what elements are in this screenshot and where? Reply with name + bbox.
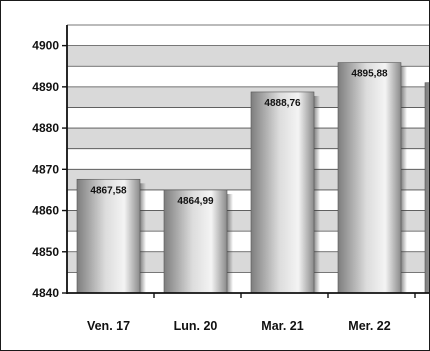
x-category-label: Ven. 17 — [87, 319, 130, 333]
bar-shadow — [227, 193, 233, 293]
bars — [76, 62, 429, 294]
grid-band — [67, 45, 429, 67]
x-category-label: Mar. 21 — [261, 319, 303, 333]
y-tick-label: 4850 — [32, 245, 59, 259]
data-label: 4867,58 — [90, 185, 127, 196]
grid-band — [67, 25, 429, 46]
bar — [76, 178, 141, 294]
y-tick-label: 4890 — [32, 80, 59, 94]
bar-shadow — [401, 66, 407, 293]
data-labels: 4867,58 4864,99 4888,76 4895,88 — [90, 69, 388, 207]
y-tick-label: 4870 — [32, 162, 59, 176]
data-label: 4888,76 — [264, 98, 301, 109]
y-tick-label: 4840 — [32, 286, 59, 300]
y-tick-label: 4860 — [32, 204, 59, 218]
x-category-label: Lun. 20 — [174, 319, 218, 333]
y-tick-label: 4880 — [32, 121, 59, 135]
bar-shadow — [314, 95, 320, 293]
axes — [62, 25, 429, 298]
bar-shadow — [140, 183, 146, 293]
y-tick-label: 4900 — [32, 39, 59, 53]
x-category-labels: Ven. 17 Lun. 20 Mar. 21 Mer. 22 — [87, 319, 391, 333]
bar — [424, 82, 429, 294]
bar — [337, 62, 402, 294]
y-tick-labels: 4840 4850 4860 4870 4880 4890 4900 — [32, 39, 59, 300]
x-category-label: Mer. 22 — [348, 319, 390, 333]
data-label: 4864,99 — [177, 196, 214, 207]
bar — [250, 91, 315, 294]
data-label: 4895,88 — [351, 69, 388, 80]
